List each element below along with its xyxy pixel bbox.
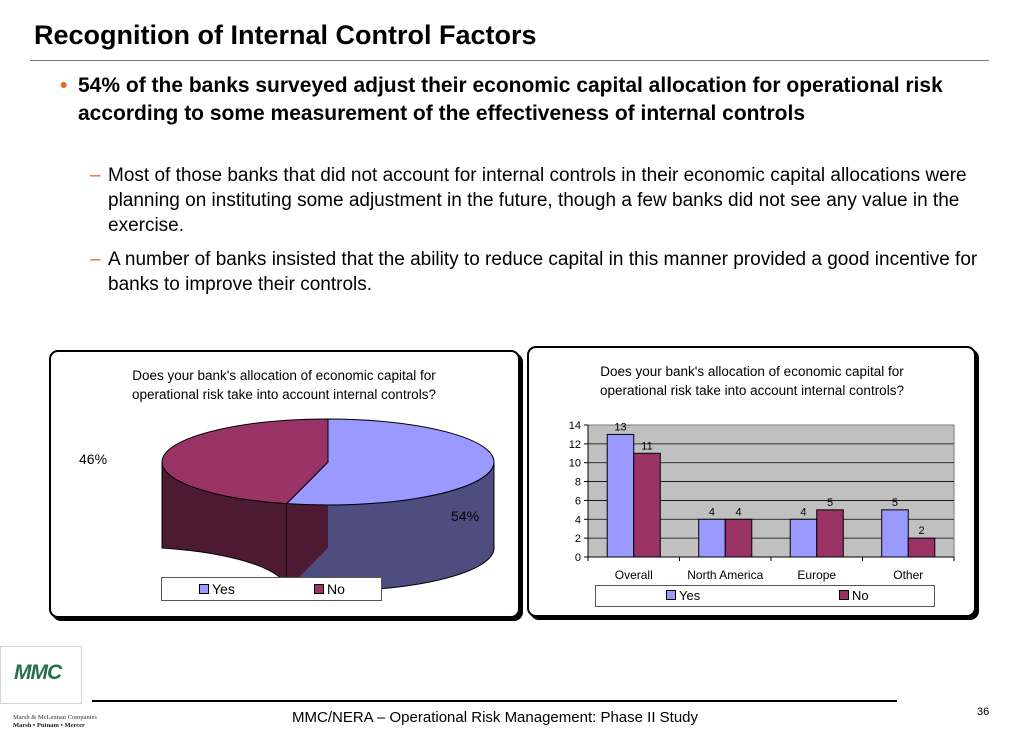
legend-swatch-no [839, 590, 849, 600]
y-tick-label: 14 [569, 420, 581, 432]
footer-text: MMC/NERA – Operational Risk Management: … [292, 709, 699, 726]
bullet-marker: • [60, 74, 68, 97]
y-tick-label: 4 [575, 514, 581, 526]
legend-label-yes: Yes [212, 581, 235, 597]
sub-bullet-text: Most of those banks that did not account… [108, 165, 967, 236]
legend-label-no: No [327, 581, 345, 597]
pie-label-yes: 54% [451, 508, 479, 524]
y-tick-label: 6 [575, 495, 581, 507]
sub-bullet-text: A number of banks insisted that the abil… [108, 249, 978, 295]
pie-label-no: 46% [79, 451, 107, 467]
y-tick-label: 0 [575, 552, 581, 564]
title-divider [30, 60, 989, 61]
bar-chart-panel: Does your bank's allocation of economic … [527, 346, 976, 617]
pie-chart-title: Does your bank's allocation of economic … [132, 368, 436, 402]
legend-swatch-yes [666, 590, 676, 600]
pie-chart: 54% 46% [79, 418, 495, 592]
bar-chart-title: Does your bank's allocation of economic … [600, 364, 904, 398]
bar-no-north-america [724, 518, 753, 558]
main-bullet-text: 54% of the banks surveyed adjust their e… [78, 74, 943, 125]
bar-no-overall [633, 452, 661, 558]
x-tick-label: Other [893, 568, 923, 582]
mmc-logo: MMC [0, 646, 82, 704]
data-label: 5 [892, 497, 898, 509]
footer-divider [92, 700, 897, 702]
data-label: 4 [709, 506, 715, 518]
slide-title: Recognition of Internal Control Factors [34, 20, 537, 50]
pie-slice-yes [285, 418, 495, 506]
sub-bullet-marker: – [90, 249, 101, 270]
data-label: 11 [641, 440, 652, 452]
x-tick-label: North America [687, 568, 763, 582]
legend-item-no: No [839, 588, 869, 603]
legend-swatch-yes [199, 584, 209, 594]
y-tick-label: 2 [575, 533, 581, 545]
pie-chart-panel: Does your bank's allocation of economic … [49, 350, 520, 618]
y-tick-label: 12 [569, 439, 581, 451]
sub-bullet-1: – Most of those banks that did not accou… [90, 163, 980, 238]
legend-label-no: No [852, 588, 869, 603]
bar-no-other [907, 537, 936, 558]
legend-swatch-no [314, 584, 324, 594]
bar-chart: 0 2 4 6 8 10 12 14 13 11 Overall 4 4 North America 4 5 E… [569, 420, 955, 582]
data-label: 4 [800, 506, 806, 518]
legend-item-no: No [314, 581, 345, 597]
y-tick-label: 10 [569, 458, 581, 470]
sub-bullet-2: – A number of banks insisted that the ab… [90, 247, 980, 297]
bar-yes-overall [606, 433, 635, 558]
legend-label-yes: Yes [679, 588, 701, 603]
data-label: 2 [918, 525, 924, 537]
page-number: 36 [977, 706, 990, 718]
bar-yes-other [881, 509, 909, 558]
data-label: 4 [735, 506, 741, 518]
legend-item-yes: Yes [666, 588, 700, 603]
x-tick-label: Overall [615, 568, 653, 582]
bar-yes-europe [789, 518, 818, 558]
bar-yes-north-america [698, 518, 726, 558]
sub-bullet-marker: – [90, 165, 101, 186]
y-tick-label: 8 [575, 477, 581, 489]
bar-legend: Yes No [595, 585, 935, 607]
main-bullet: • 54% of the banks surveyed adjust their… [60, 72, 960, 128]
x-tick-label: Europe [797, 568, 836, 582]
legend-item-yes: Yes [199, 581, 235, 597]
pie-slice-no [161, 418, 329, 505]
logo-wordmark: MMC [14, 661, 62, 684]
logo-company-name: Marsh & McLennan Companies [13, 714, 97, 721]
pie-legend: Yes No [161, 577, 382, 601]
bar-no-europe [816, 509, 844, 558]
data-label: 13 [614, 421, 626, 433]
logo-brands: Marsh • Putnam • Mercer [13, 722, 85, 729]
data-label: 5 [827, 497, 833, 509]
